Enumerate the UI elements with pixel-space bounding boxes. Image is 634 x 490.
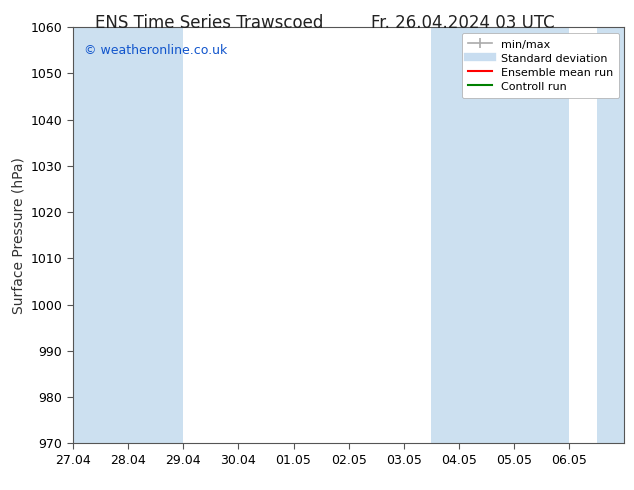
Y-axis label: Surface Pressure (hPa): Surface Pressure (hPa) [11,157,25,314]
Text: © weatheronline.co.uk: © weatheronline.co.uk [84,44,227,57]
Legend: min/max, Standard deviation, Ensemble mean run, Controll run: min/max, Standard deviation, Ensemble me… [462,32,619,98]
Text: Fr. 26.04.2024 03 UTC: Fr. 26.04.2024 03 UTC [371,14,555,32]
Bar [597,27,634,443]
Bar [431,27,569,443]
Text: ENS Time Series Trawscoed: ENS Time Series Trawscoed [95,14,323,32]
Bar [45,27,183,443]
